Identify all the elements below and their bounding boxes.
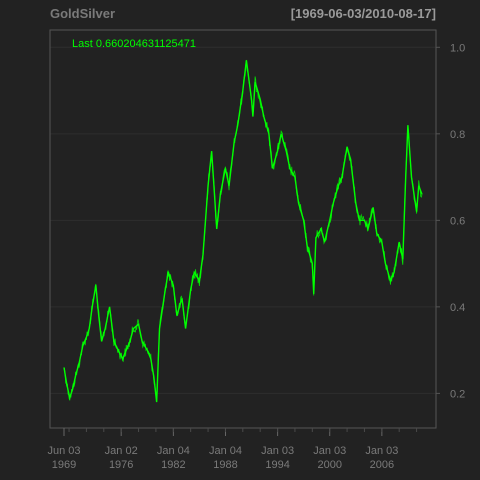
- y-tick-label: 0.2: [450, 388, 465, 400]
- y-tick-label: 1.0: [450, 42, 465, 54]
- y-tick-label: 0.8: [450, 129, 465, 141]
- x-axis: Jun 03 1969 Jan 02 1976 Jan 04 1982 Jan 04 1988…: [47, 428, 418, 471]
- series-layer: [63, 59, 423, 403]
- x-tick-label: Jan 02 1976: [105, 445, 138, 471]
- y-tick-label: 0.6: [450, 215, 465, 227]
- x-tick-label: Jan 04 1988: [209, 445, 242, 471]
- x-tick-label: Jan 03 1994: [261, 445, 294, 471]
- y-tick-label: 0.4: [450, 302, 465, 314]
- x-tick-label: Jan 04 1982: [157, 445, 190, 471]
- x-tick-label: Jan 03 2000: [313, 445, 346, 471]
- x-tick-label: Jun 03 1969: [47, 445, 80, 471]
- grid-lines: [50, 46, 436, 394]
- chart-title: GoldSilver: [50, 6, 115, 21]
- x-tick-label: Jan 03 2006: [365, 445, 398, 471]
- y-axis: 0.2 0.4 0.6 0.8 1.0: [436, 42, 465, 400]
- last-value-label: Last 0.660204631125471: [72, 38, 196, 50]
- series-line: [63, 60, 423, 403]
- date-range-label: [1969-06-03/2010-08-17]: [291, 6, 436, 21]
